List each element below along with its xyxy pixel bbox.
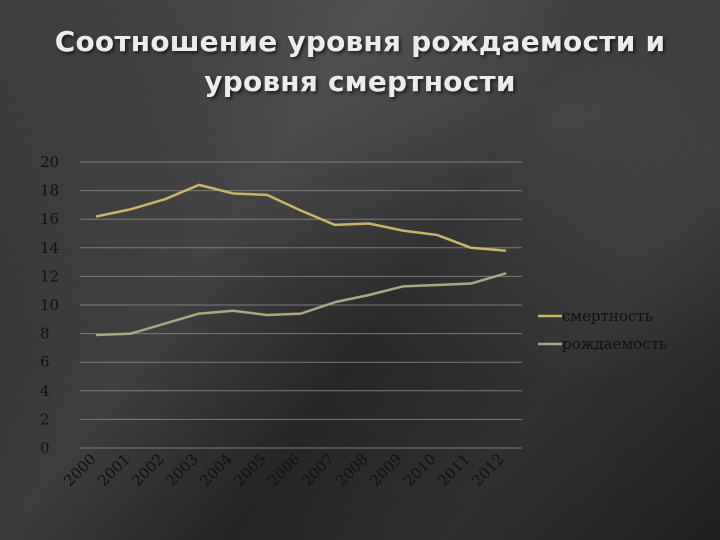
legend-label: смертность [562, 307, 653, 325]
x-tick-label: 2009 [366, 450, 406, 490]
y-tick-label: 14 [40, 239, 59, 257]
chart-legend: смертность рождаемость [538, 307, 667, 353]
x-tick-label: 2001 [94, 450, 134, 490]
title-line-2: уровня смертности [204, 65, 516, 98]
x-tick-label: 2000 [60, 450, 100, 490]
series-line-1 [95, 183, 507, 252]
y-tick-label: 0 [40, 439, 50, 457]
x-tick-label: 2002 [128, 450, 168, 490]
x-tick-label: 2003 [162, 450, 202, 490]
x-tick-label: 2005 [230, 450, 270, 490]
x-tick-label: 2006 [264, 450, 304, 490]
x-axis-labels: 2000200120022003200420052006200720082009… [60, 450, 508, 490]
y-tick-label: 16 [40, 210, 59, 228]
y-tick-label: 6 [40, 353, 50, 371]
y-axis-labels: 0 2 4 6 8 10 12 14 16 18 20 [40, 153, 59, 457]
y-tick-label: 2 [40, 410, 50, 428]
series-line-2 [95, 272, 507, 337]
x-tick-label: 2008 [332, 450, 372, 490]
legend-label: рождаемость [562, 335, 667, 353]
y-tick-label: 20 [40, 153, 59, 171]
page-title: Соотношение уровня рождаемости и уровня … [0, 22, 720, 102]
y-tick-label: 18 [40, 182, 59, 200]
x-tick-label: 2004 [196, 450, 236, 490]
x-tick-label: 2010 [400, 450, 440, 490]
y-tick-label: 8 [40, 325, 50, 343]
x-tick-label: 2007 [298, 450, 338, 490]
y-tick-label: 12 [40, 267, 59, 285]
y-tick-label: 4 [40, 382, 50, 400]
chart-series [95, 183, 507, 337]
x-tick-label: 2012 [468, 450, 508, 490]
chart-grid [80, 161, 522, 449]
x-tick-label: 2011 [434, 450, 474, 490]
y-tick-label: 10 [40, 296, 59, 314]
title-line-1: Соотношение уровня рождаемости и [54, 25, 666, 58]
